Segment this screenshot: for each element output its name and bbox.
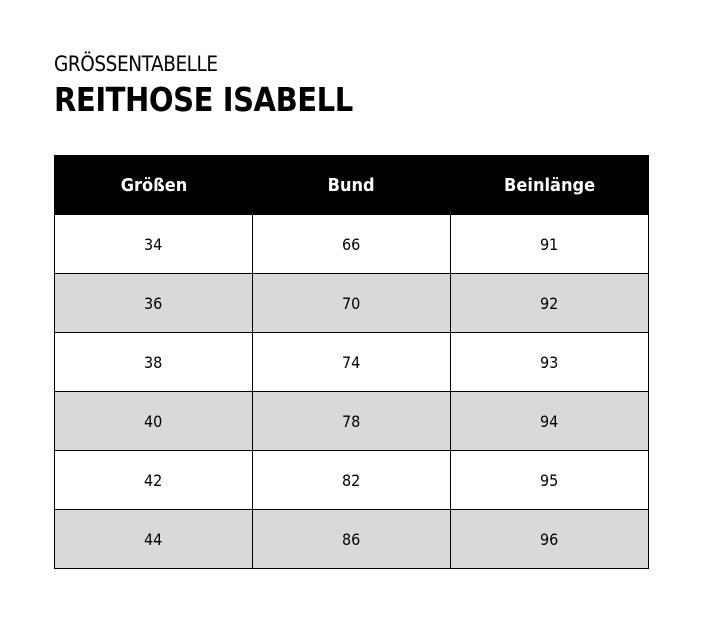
table-cell: 70 [252, 273, 451, 333]
table-cell: 95 [450, 450, 649, 510]
table-cell: 86 [252, 509, 451, 569]
table-cell: 34 [54, 214, 253, 274]
column-header: Größen [54, 155, 253, 215]
table-cell: 94 [450, 391, 649, 451]
table-header-row: Größen Bund Beinlänge [54, 155, 649, 215]
table-cell: 66 [252, 214, 451, 274]
table-cell: 91 [450, 214, 649, 274]
table-cell: 78 [252, 391, 451, 451]
table-cell: 38 [54, 332, 253, 392]
table-cell: 44 [54, 509, 253, 569]
table-row: 44 86 96 [54, 509, 649, 569]
size-table: Größen Bund Beinlänge 34 66 91 36 70 92 38 74 93… [54, 155, 649, 569]
table-cell: 74 [252, 332, 451, 392]
page-title: REITHOSE ISABELL [54, 80, 353, 119]
table-row: 34 66 91 [54, 214, 649, 274]
table-row: 38 74 93 [54, 332, 649, 392]
table-row: 36 70 92 [54, 273, 649, 333]
page-subtitle: GRÖSSENTABELLE [54, 52, 218, 76]
table-cell: 36 [54, 273, 253, 333]
column-header: Bund [252, 155, 451, 215]
table-cell: 93 [450, 332, 649, 392]
table-cell: 42 [54, 450, 253, 510]
table-cell: 40 [54, 391, 253, 451]
table-row: 42 82 95 [54, 450, 649, 510]
table-cell: 82 [252, 450, 451, 510]
table-row: 40 78 94 [54, 391, 649, 451]
table-cell: 96 [450, 509, 649, 569]
table-cell: 92 [450, 273, 649, 333]
column-header: Beinlänge [450, 155, 649, 215]
